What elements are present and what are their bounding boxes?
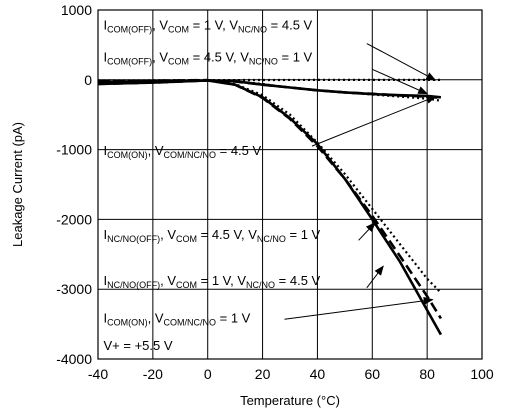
annotation-a6: ICOM(ON), VCOM/NC/NO = 1 V (103, 311, 250, 328)
annotation-part: , V (148, 143, 164, 158)
annotation-part: COM (176, 280, 197, 290)
annotation-part: I (103, 227, 107, 242)
annotation-part: NC/NO(OFF) (107, 234, 160, 244)
annotation-part: = 4.5 V, V (197, 227, 257, 242)
annotation-part: = 1 V (216, 311, 251, 326)
annotation-part: I (103, 50, 107, 65)
annotation-part: , V (160, 273, 176, 288)
annotation-part: NC/NO (246, 280, 275, 290)
annotation-part: COM/NC/NO (164, 318, 217, 328)
annotation-part: = 4.5 V (267, 18, 312, 33)
annotation-a2: ICOM(OFF), VCOM = 4.5 V, VNC/NO = 1 V (103, 50, 312, 67)
x-tick-label: 80 (419, 366, 435, 382)
y-tick-label: 1000 (61, 2, 92, 18)
y-tick-label: -2000 (56, 211, 92, 227)
annotation-arrow (311, 96, 437, 147)
annotation-arrow (284, 296, 434, 320)
series-group (97, 78, 443, 336)
annotation-part: COM(ON) (107, 318, 148, 328)
annotation-part: = 1 V, V (189, 18, 238, 33)
annotation-part: NC/NO (257, 234, 286, 244)
y-tick-label: -4000 (56, 351, 92, 367)
annotation-part: NC/NO (249, 57, 278, 67)
annotation-a1: ICOM(OFF), VCOM = 1 V, VNC/NO = 4.5 V (103, 18, 312, 35)
annotation-part: COM (168, 25, 189, 35)
annotation-part: I (103, 311, 107, 326)
annotation-a3: ICOM(ON), VCOM/NC/NO = 4.5 V (103, 143, 261, 160)
annotation-part: COM(OFF) (107, 25, 152, 35)
annotation-part: , V (148, 311, 164, 326)
annotation-part: = 1 V, V (197, 273, 246, 288)
x-tick-label: 20 (255, 366, 271, 382)
y-tick-label: -1000 (56, 142, 92, 158)
annotation-arrow (358, 222, 376, 241)
annotation-part: V+ = +5.5 V (103, 338, 172, 353)
x-tick-label: -40 (88, 366, 108, 382)
annotation-part: COM (176, 234, 197, 244)
annotation-part: = 4.5 V (275, 273, 320, 288)
annotation-part: I (103, 18, 107, 33)
annotation-a4: INC/NO(OFF), VCOM = 4.5 V, VNC/NO = 1 V (103, 227, 320, 244)
annotation-part: = 4.5 V (216, 143, 261, 158)
x-tick-label: 60 (364, 366, 380, 382)
annotation-arrow (372, 68, 429, 95)
annotation-part: I (103, 143, 107, 158)
x-tick-label: 40 (310, 366, 326, 382)
x-tick-label: 0 (204, 366, 212, 382)
annotation-part: NC/NO (238, 25, 267, 35)
annotation-part: COM/NC/NO (164, 150, 217, 160)
annotations: ICOM(OFF), VCOM = 1 V, VNC/NO = 4.5 VICO… (103, 18, 320, 353)
annotation-part: = 1 V (286, 227, 321, 242)
annotation-a5: INC/NO(OFF), VCOM = 1 V, VNC/NO = 4.5 V (103, 273, 320, 290)
annotation-part: COM(ON) (107, 150, 148, 160)
y-tick-label: -3000 (56, 281, 92, 297)
y-axis-label: Leakage Current (pA) (10, 122, 25, 247)
series-line-com_off_vcom1_solid (97, 79, 442, 99)
annotation-arrow (366, 43, 437, 81)
x-tick-label: 100 (470, 366, 494, 382)
annotation-part: COM (168, 57, 189, 67)
annotation-arrows (284, 43, 437, 320)
x-axis-label: Temperature (°C) (240, 393, 340, 408)
annotation-part: , V (152, 50, 168, 65)
grid (97, 9, 483, 360)
annotation-part: NC/NO(OFF) (107, 280, 160, 290)
tick-labels: -40 -20 0 20 40 60 80 100 1000 0 -1000 -2000 -3000 -4… (56, 2, 494, 382)
annotation-part: , V (152, 18, 168, 33)
annotation-part: = 1 V (278, 50, 313, 65)
annotation-part: COM(OFF) (107, 57, 152, 67)
annotation-part: I (103, 273, 107, 288)
annotation-part: = 4.5 V, V (189, 50, 249, 65)
y-tick-label: 0 (84, 72, 92, 88)
annotation-arrow (366, 265, 384, 289)
series-line-nc_off_vcom45 (97, 78, 442, 294)
annotation-part: , V (160, 227, 176, 242)
x-tick-label: -20 (143, 366, 163, 382)
annotation-a7: V+ = +5.5 V (103, 338, 172, 353)
series-line-com_on_1 (97, 79, 443, 336)
plot-frame (97, 9, 483, 360)
